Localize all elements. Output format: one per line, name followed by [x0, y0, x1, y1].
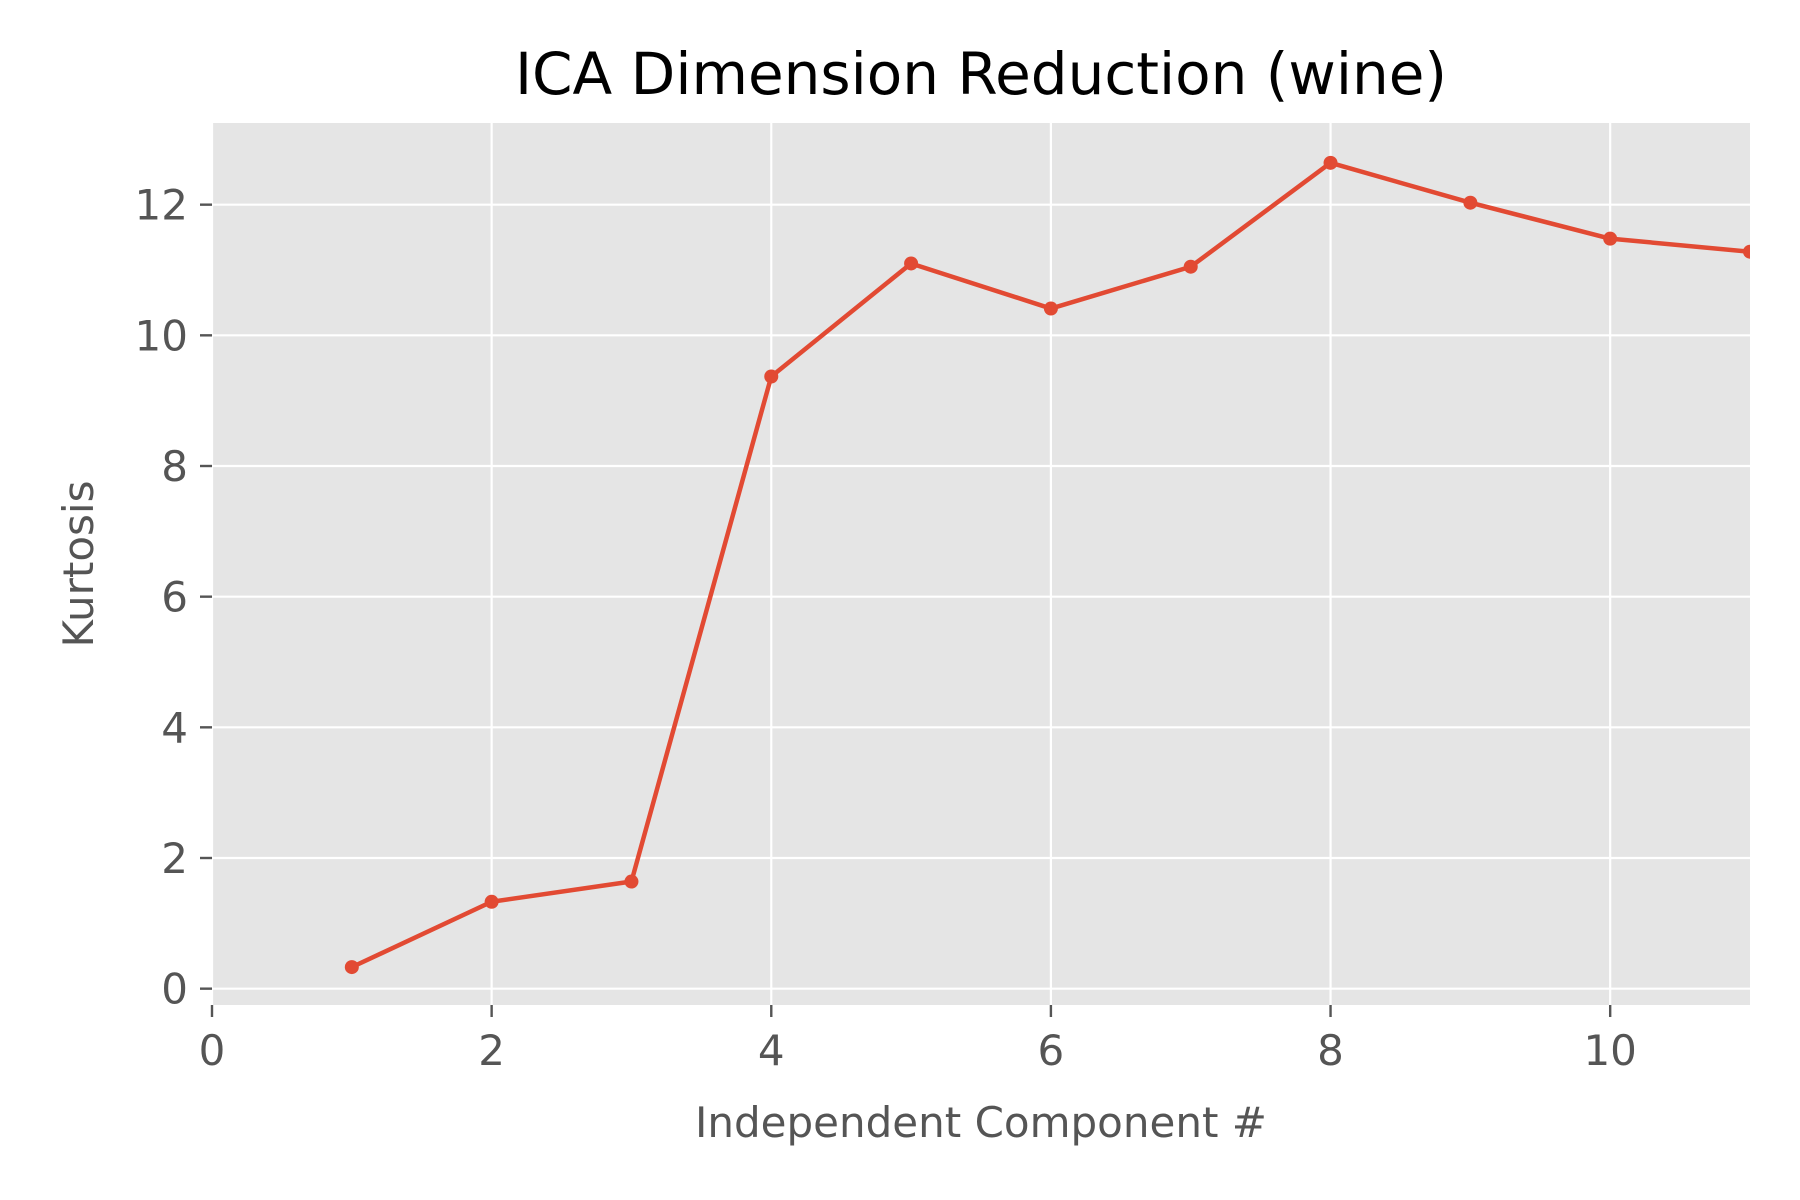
data-point	[1743, 244, 1750, 259]
x-tick-label: 4	[758, 1026, 785, 1075]
y-axis-label: Kurtosis	[54, 481, 103, 648]
y-tick-label: 6	[161, 573, 188, 622]
y-tick-label: 0	[161, 965, 188, 1014]
series-layer	[344, 155, 1750, 975]
data-point	[1183, 259, 1198, 274]
data-point	[1603, 231, 1618, 246]
data-point	[624, 874, 639, 889]
data-point	[1463, 195, 1478, 210]
x-tick-label: 6	[1038, 1026, 1065, 1075]
data-point	[764, 369, 779, 384]
data-point	[484, 894, 499, 909]
tick-layer: 0 2 4 6 8 10 0 2 4 6 8 10 12	[135, 181, 1637, 1075]
data-point	[904, 256, 919, 271]
plot-area	[212, 123, 1750, 1005]
data-point	[1323, 155, 1338, 170]
y-tick-label: 4	[161, 703, 188, 752]
y-tick-label: 10	[135, 311, 188, 360]
grid-layer	[210, 123, 1750, 1005]
x-tick-label: 8	[1317, 1026, 1344, 1075]
y-tick-label: 12	[135, 181, 188, 230]
x-tick-label: 2	[478, 1026, 505, 1075]
y-tick-label: 8	[161, 442, 188, 491]
series-group	[344, 155, 1750, 975]
chart-title: ICA Dimension Reduction (wine)	[515, 40, 1447, 108]
data-point	[1043, 301, 1058, 316]
x-axis-label: Independent Component #	[695, 1098, 1267, 1147]
x-tick-label: 0	[199, 1026, 226, 1075]
x-tick-label: 10	[1583, 1026, 1636, 1075]
y-tick-label: 2	[161, 834, 188, 883]
data-point	[344, 960, 359, 975]
